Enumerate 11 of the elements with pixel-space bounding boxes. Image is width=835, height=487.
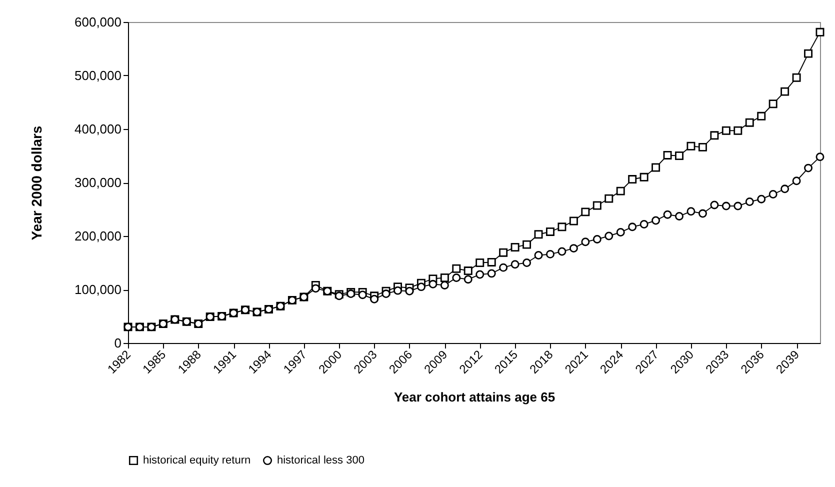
- y-tick-label: 300,000: [74, 175, 122, 190]
- y-tick-label: 100,000: [74, 282, 122, 297]
- x-axis-title: Year cohort attains age 65: [394, 390, 556, 405]
- y-axis-title: Year 2000 dollars: [28, 126, 45, 240]
- y-tick-label: 200,000: [74, 228, 122, 244]
- y-tick-label: 0: [114, 336, 122, 350]
- y-tick-label: 400,000: [74, 122, 122, 136]
- legend-label: historical less 300: [277, 454, 364, 467]
- legend-label: historical equity return: [143, 454, 251, 467]
- y-tick-label: 600,000: [74, 14, 122, 30]
- y-tick-label: 500,000: [74, 68, 122, 83]
